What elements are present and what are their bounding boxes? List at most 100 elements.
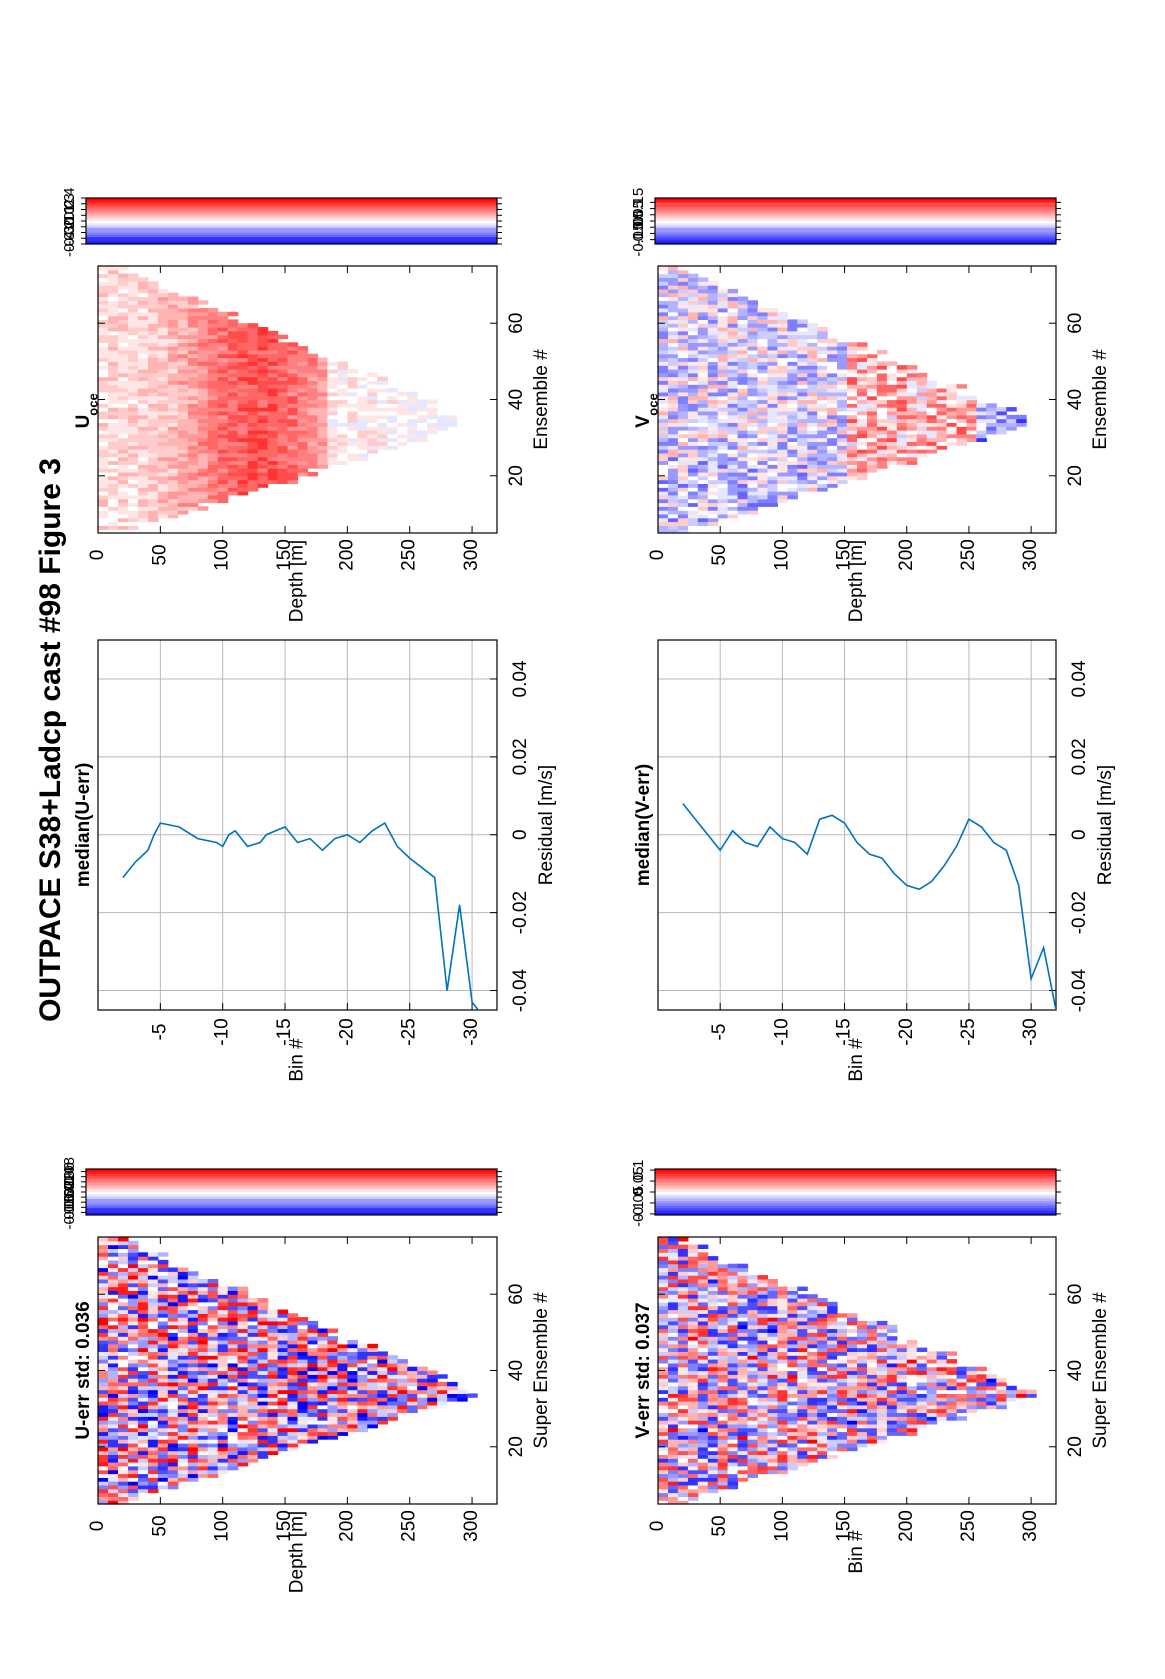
- heatmap-cell: [717, 1332, 729, 1337]
- heatmap-cell: [837, 1320, 848, 1326]
- heatmap-cell: [817, 472, 828, 477]
- heatmap-cell: [658, 1431, 669, 1436]
- heatmap-cell: [697, 1271, 709, 1276]
- heatmap-cell: [108, 1435, 119, 1440]
- heatmap-cell: [427, 1370, 438, 1375]
- heatmap-cell: [896, 1427, 908, 1433]
- heatmap-cell: [118, 1324, 129, 1330]
- heatmap-cell: [906, 1397, 918, 1402]
- heatmap-cell: [197, 506, 209, 511]
- heatmap-cell: [347, 437, 358, 442]
- heatmap-cell: [966, 430, 977, 435]
- heatmap-cell: [397, 1374, 408, 1379]
- heatmap-cell: [797, 1435, 808, 1440]
- heatmap-cell: [787, 1317, 798, 1322]
- heatmap-cell: [118, 460, 129, 465]
- heatmap-cell: [297, 1340, 309, 1345]
- v_err-depth-tick-label: 50: [709, 1515, 730, 1536]
- heatmap-cell: [207, 1408, 219, 1413]
- heatmap-cell: [267, 1313, 279, 1318]
- heatmap-cell: [966, 1401, 977, 1406]
- heatmap-cell: [187, 346, 199, 351]
- heatmap-cell: [807, 1294, 818, 1299]
- heatmap-cell: [197, 353, 209, 359]
- heatmap-cell: [896, 1397, 908, 1402]
- heatmap-cell: [118, 308, 129, 313]
- heatmap-cell: [817, 1328, 828, 1333]
- heatmap-cell: [668, 1465, 679, 1471]
- heatmap-cell: [417, 418, 428, 423]
- heatmap-cell: [237, 1309, 249, 1314]
- heatmap-cell: [687, 494, 699, 500]
- heatmap-cell: [936, 1366, 948, 1372]
- heatmap-cell: [207, 1298, 219, 1303]
- heatmap-cell: [737, 464, 749, 469]
- heatmap-cell: [387, 1362, 398, 1368]
- heatmap-cell: [267, 1343, 279, 1349]
- heatmap-cell: [668, 1488, 679, 1494]
- heatmap-cell: [996, 1401, 1007, 1406]
- heatmap-cell: [677, 1362, 689, 1368]
- heatmap-cell: [307, 1374, 319, 1379]
- heatmap-cell: [707, 1477, 719, 1482]
- heatmap-cell: [717, 1279, 729, 1284]
- heatmap-cell: [797, 1378, 808, 1383]
- heatmap-cell: [677, 521, 689, 526]
- heatmap-cell: [207, 349, 219, 355]
- heatmap-cell: [757, 1343, 768, 1349]
- heatmap-cell: [966, 418, 977, 423]
- heatmap-cell: [658, 1378, 669, 1383]
- heatmap-cell: [127, 1393, 139, 1398]
- heatmap-cell: [147, 300, 159, 305]
- heatmap-cell: [207, 1439, 219, 1444]
- heatmap-cell: [277, 414, 289, 420]
- heatmap-cell: [237, 1412, 249, 1417]
- heatmap-cell: [327, 1378, 338, 1383]
- heatmap-cell: [787, 1347, 798, 1352]
- heatmap-cell: [297, 456, 309, 462]
- heatmap-cell: [108, 510, 119, 515]
- heatmap-cell: [127, 1427, 139, 1433]
- heatmap-cell: [267, 365, 279, 370]
- heatmap-cell: [387, 403, 398, 408]
- heatmap-cell: [237, 1324, 249, 1330]
- heatmap-cell: [137, 498, 149, 504]
- heatmap-cell: [767, 1340, 778, 1345]
- heatmap-cell: [247, 380, 259, 385]
- heatmap-cell: [98, 1301, 109, 1307]
- heatmap-cell: [847, 1313, 858, 1318]
- heatmap-cell: [227, 399, 239, 404]
- heatmap-cell: [658, 407, 669, 412]
- heatmap-cell: [387, 1408, 398, 1413]
- heatmap-cell: [327, 1359, 338, 1364]
- heatmap-cell: [207, 494, 219, 500]
- heatmap-cell: [167, 456, 179, 462]
- heatmap-cell: [658, 1248, 669, 1253]
- heatmap-cell: [247, 395, 259, 401]
- heatmap-cell: [747, 1427, 758, 1433]
- heatmap-cell: [137, 1397, 149, 1402]
- heatmap-cell: [717, 1416, 729, 1421]
- heatmap-cell: [747, 483, 758, 488]
- heatmap-cell: [127, 349, 139, 355]
- heatmap-cell: [946, 414, 957, 420]
- heatmap-cell: [956, 441, 967, 446]
- heatmap-cell: [108, 338, 119, 343]
- heatmap-cell: [658, 1446, 669, 1452]
- heatmap-cell: [946, 1351, 957, 1356]
- heatmap-cell: [827, 433, 838, 439]
- heatmap-cell: [197, 487, 209, 492]
- heatmap-cell: [956, 430, 967, 435]
- heatmap-cell: [876, 426, 888, 431]
- heatmap-cell: [207, 376, 219, 381]
- heatmap-cell: [757, 1446, 768, 1452]
- heatmap-cell: [207, 1465, 219, 1471]
- heatmap-cell: [118, 372, 129, 378]
- heatmap-cell: [127, 487, 139, 492]
- heatmap-cell: [118, 494, 129, 500]
- heatmap-cell: [257, 414, 269, 420]
- heatmap-cell: [297, 1397, 309, 1402]
- heatmap-cell: [668, 1259, 679, 1265]
- heatmap-cell: [257, 483, 269, 488]
- heatmap-cell: [147, 1469, 159, 1475]
